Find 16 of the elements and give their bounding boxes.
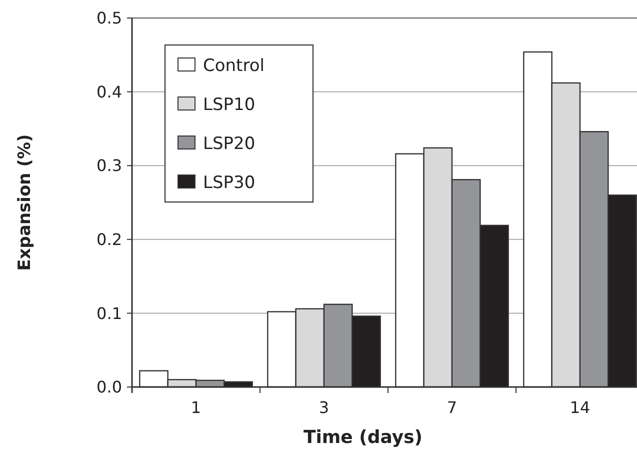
x-tick-label: 7: [446, 398, 458, 417]
legend-label: LSP10: [203, 94, 256, 115]
x-tick-label: 14: [570, 398, 590, 417]
x-tick-label: 3: [318, 398, 330, 417]
y-tick-label: 0.1: [96, 304, 122, 323]
y-tick-label: 0.3: [96, 156, 122, 176]
y-axis-title: Expansion (%): [15, 134, 35, 271]
x-axis-title: Time (days): [303, 427, 423, 448]
y-tick-label: 0.0: [96, 378, 122, 397]
x-tick-label: 1: [190, 398, 202, 417]
y-tick-label: 0.5: [96, 8, 122, 28]
legend-label: Control: [203, 56, 264, 76]
legend-label: LSP30: [203, 172, 256, 193]
y-tick-label: 0.4: [96, 82, 122, 102]
y-tick-label: 0.2: [96, 230, 122, 249]
legend-label: LSP20: [203, 134, 256, 154]
